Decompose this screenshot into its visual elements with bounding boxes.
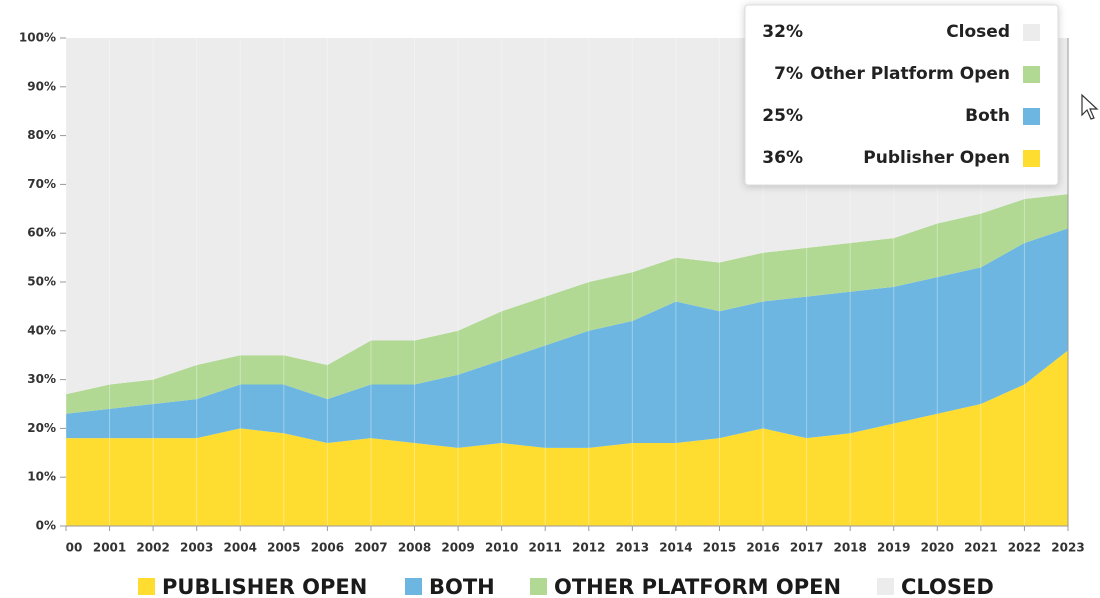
tooltip-value: 25%	[762, 106, 803, 126]
y-tick-label: 30%	[27, 372, 56, 386]
x-tick-label: 2003	[180, 541, 213, 555]
legend-swatch	[877, 578, 894, 595]
legend-label: Closed	[901, 575, 994, 598]
y-tick-label: 40%	[27, 323, 56, 337]
x-tick-label: 2014	[659, 541, 692, 555]
area	[66, 194, 1068, 414]
y-tick-label: 0%	[36, 519, 56, 533]
x-tick-label: 2012	[572, 541, 605, 555]
y-tick-label: 90%	[27, 79, 56, 93]
cursor	[1081, 93, 1099, 120]
x-tick-label: 2002	[136, 541, 169, 555]
x-tick-label: 2018	[833, 541, 866, 555]
x-tick-label: 2023	[1051, 541, 1084, 555]
x-tick-label: 2020	[921, 541, 954, 555]
x-tick-label: 2022	[1008, 541, 1041, 555]
x-tick-label: 2001	[93, 541, 126, 555]
legend-swatch	[405, 578, 422, 595]
legend-label: Both	[429, 575, 495, 598]
tooltip-swatch	[1023, 24, 1040, 41]
legend-label: Other Platform Open	[554, 575, 841, 598]
tooltip-value: 36%	[762, 148, 803, 168]
x-tick-label: 2008	[398, 541, 431, 555]
x-tick-label: 2017	[790, 541, 823, 555]
tooltip-box	[744, 4, 1059, 186]
x-tick-label: 2019	[877, 541, 910, 555]
area	[66, 350, 1068, 526]
x-tick-label: 2015	[703, 541, 736, 555]
tooltip-name: Both	[965, 106, 1010, 126]
tooltip-value: 7%	[774, 64, 803, 84]
x-tick-label: 2009	[441, 541, 474, 555]
y-tick-label: 70%	[27, 177, 56, 191]
tooltip-name: Publisher Open	[863, 148, 1010, 168]
y-tick-label: 80%	[27, 128, 56, 142]
x-tick-label: 2004	[224, 541, 257, 555]
y-tick-label: 100%	[19, 31, 56, 45]
y-tick-label: 50%	[27, 275, 56, 289]
x-tick-label: 2021	[964, 541, 997, 555]
x-tick-label: 2005	[267, 541, 300, 555]
x-tick-label: 2010	[485, 541, 518, 555]
tooltip-name: Closed	[946, 22, 1010, 42]
x-tick-label: 2007	[354, 541, 387, 555]
x-tick-label: 2011	[529, 541, 562, 555]
tooltip-swatch	[1023, 66, 1040, 83]
tooltip-value: 32%	[762, 22, 803, 42]
tooltip-swatch	[1023, 150, 1040, 167]
legend-swatch	[138, 578, 155, 595]
x-tick-label: 2016	[746, 541, 779, 555]
tooltip-name: Other Platform Open	[810, 64, 1010, 84]
legend-swatch	[530, 578, 547, 595]
tooltip-swatch	[1023, 108, 1040, 125]
x-tick-label: 2013	[616, 541, 649, 555]
y-tick-label: 20%	[27, 421, 56, 435]
y-tick-label: 60%	[27, 226, 56, 240]
legend-label: Publisher Open	[162, 575, 367, 598]
y-tick-label: 10%	[27, 470, 56, 484]
x-tick-label: 2006	[311, 541, 344, 555]
x-tick-label: 00	[66, 541, 83, 555]
